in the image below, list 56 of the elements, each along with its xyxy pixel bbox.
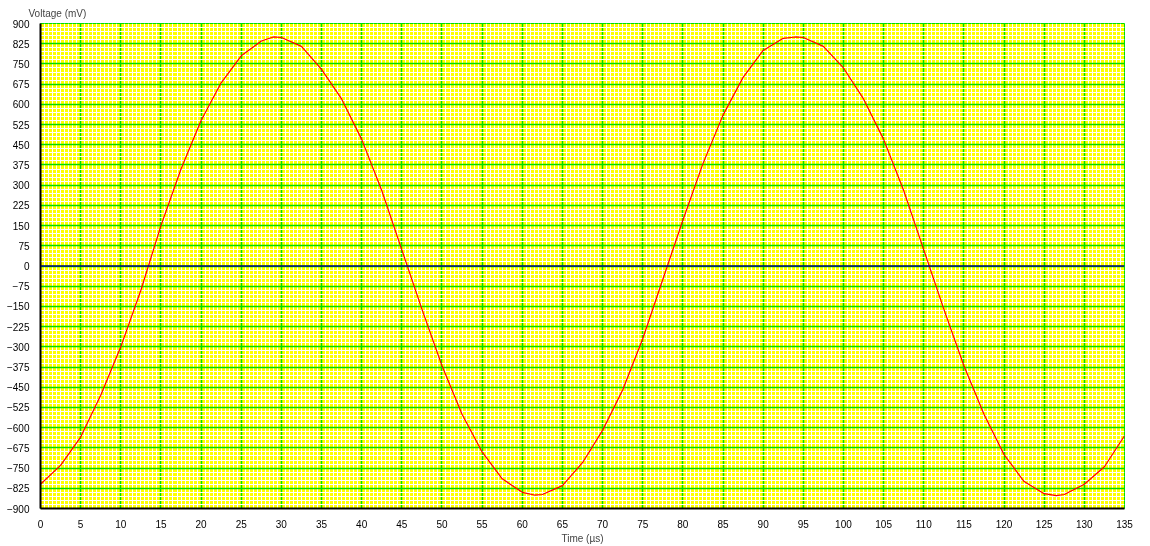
x-tick-label: 0 (37, 518, 44, 530)
x-tick-label: 20 (195, 518, 208, 530)
y-tick-label: −150 (6, 301, 30, 313)
x-tick-label: 85 (717, 518, 730, 530)
y-tick-label: 375 (12, 159, 30, 171)
line-series (40, 36, 1125, 497)
x-tick-label: 130 (1076, 518, 1094, 530)
y-tick-label: −75 (12, 281, 30, 293)
x-tick-label: 5 (77, 518, 84, 530)
x-tick-label: 65 (556, 518, 569, 530)
x-tick-label: 10 (115, 518, 127, 530)
y-tick-label: −675 (6, 442, 30, 454)
x-tick-label: 40 (356, 518, 368, 530)
x-tick-label: 75 (637, 518, 649, 530)
x-tick-label: 50 (436, 518, 448, 530)
y-tick-label: −225 (6, 321, 30, 333)
x-tick-label: 105 (875, 518, 893, 530)
x-tick-label: 60 (516, 518, 529, 530)
x-tick-label: 45 (396, 518, 408, 530)
x-tick-label: 95 (797, 518, 810, 530)
y-tick-label: 0 (23, 261, 30, 272)
x-tick-label: 30 (275, 518, 288, 530)
y-tick-label: −450 (6, 382, 30, 394)
x-tick-label: 110 (915, 518, 933, 530)
y-tick-label: −525 (6, 402, 30, 414)
x-tick-label: 135 (1116, 518, 1134, 530)
y-tick-label: −375 (6, 362, 30, 374)
x-tick-label: 120 (995, 518, 1013, 530)
x-tick-label: 15 (155, 518, 167, 530)
y-tick-label: 225 (12, 200, 30, 212)
y-tick-label: 525 (12, 119, 30, 131)
y-tick-label: 900 (12, 18, 30, 30)
x-tick-label: 115 (955, 518, 973, 530)
y-axis-title: Voltage (mV) (28, 7, 87, 19)
y-tick-label: −750 (6, 463, 30, 475)
x-tick-label: 90 (757, 518, 770, 530)
x-tick-label: 80 (677, 518, 689, 530)
x-tick-label: 55 (476, 518, 489, 530)
x-tick-label: 125 (1035, 518, 1053, 530)
y-tick-label: −825 (6, 483, 30, 495)
x-tick-label: 70 (597, 518, 609, 530)
x-tick-label: 35 (315, 518, 328, 530)
y-tick-label: 75 (18, 240, 30, 252)
y-tick-label: 750 (12, 58, 30, 70)
y-tick-label: −300 (6, 341, 30, 353)
x-axis-title: Time (µs) (561, 532, 604, 544)
y-tick-label: 675 (12, 79, 30, 91)
x-tick-label: 25 (235, 518, 248, 530)
y-tick-label: 450 (12, 139, 30, 151)
y-tick-label: 300 (12, 180, 30, 192)
y-tick-label: −900 (6, 503, 30, 515)
y-tick-label: 150 (12, 220, 30, 232)
x-tick-label: 100 (835, 518, 853, 530)
y-tick-label: −600 (6, 422, 30, 434)
y-tick-label: 825 (12, 38, 30, 50)
y-tick-label: 600 (12, 99, 30, 111)
